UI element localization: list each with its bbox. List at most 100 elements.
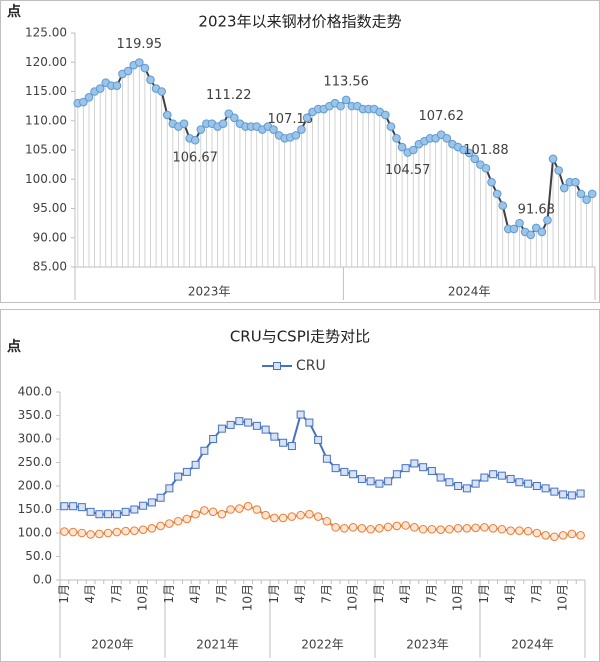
marker: [340, 467, 349, 476]
x-tick-label: 4月: [503, 584, 517, 604]
marker: [112, 510, 121, 519]
marker: [576, 189, 586, 199]
marker: [305, 509, 314, 519]
marker: [269, 125, 278, 134]
marker: [506, 526, 515, 535]
y-tick-label: 115.00: [25, 84, 67, 98]
chart-title: CRU与CSPI走势对比: [230, 328, 370, 346]
marker: [235, 504, 244, 513]
y-tick-label: 120.00: [25, 55, 67, 69]
marker: [112, 527, 122, 537]
marker: [436, 473, 445, 482]
marker: [173, 516, 183, 526]
marker: [554, 166, 563, 175]
marker: [559, 490, 568, 499]
marker: [532, 482, 541, 490]
marker: [523, 526, 533, 536]
marker: [218, 119, 228, 128]
x-tick-label: 4月: [83, 584, 97, 604]
marker: [165, 484, 174, 493]
marker: [279, 438, 288, 447]
marker: [322, 454, 331, 463]
marker: [287, 442, 296, 451]
marker: [381, 110, 390, 120]
marker: [515, 218, 524, 228]
marker: [140, 63, 150, 73]
marker: [77, 528, 87, 538]
marker: [497, 524, 507, 534]
marker: [401, 521, 410, 530]
marker: [509, 224, 519, 234]
y-tick-label: 0.0: [33, 573, 52, 587]
marker: [559, 183, 569, 193]
marker: [314, 435, 323, 444]
marker: [462, 484, 471, 493]
marker: [196, 125, 206, 134]
marker: [278, 513, 288, 523]
marker: [384, 477, 393, 486]
marker: [147, 498, 156, 507]
marker: [104, 510, 113, 519]
marker: [162, 110, 172, 120]
marker: [419, 463, 428, 472]
marker: [543, 215, 552, 225]
marker: [471, 523, 480, 533]
marker: [386, 122, 396, 131]
x-tick-label: 7月: [214, 584, 228, 604]
marker: [454, 482, 463, 490]
marker: [305, 418, 314, 427]
marker: [410, 523, 419, 532]
y-axis-label: 点: [7, 338, 21, 355]
marker: [471, 479, 480, 488]
marker: [139, 501, 148, 510]
x-tick-label: 1月: [267, 584, 281, 604]
legend-marker: [273, 362, 281, 370]
x-tick-label: 7月: [529, 584, 543, 604]
marker: [524, 479, 533, 488]
y-tick-label: 150.0: [18, 502, 52, 516]
marker: [349, 470, 358, 479]
marker: [418, 524, 428, 534]
marker: [548, 154, 558, 164]
marker: [112, 81, 122, 90]
marker: [123, 66, 133, 76]
marker: [331, 464, 340, 473]
x-tick-label: 4月: [188, 584, 202, 604]
marker: [462, 524, 472, 533]
marker: [470, 154, 480, 164]
marker: [86, 530, 95, 539]
y-tick-label: 400.0: [18, 385, 52, 399]
marker: [200, 446, 209, 455]
marker: [270, 513, 279, 523]
marker: [291, 131, 301, 140]
y-tick-label: 90.00: [33, 230, 67, 244]
marker: [526, 230, 535, 240]
marker: [492, 189, 502, 199]
marker: [121, 526, 130, 536]
x-tick-label: 4月: [293, 584, 307, 604]
marker: [226, 420, 235, 429]
marker: [464, 148, 474, 158]
marker: [297, 125, 306, 134]
marker: [208, 507, 218, 517]
marker: [348, 523, 358, 532]
marker: [336, 101, 345, 111]
marker: [541, 531, 550, 540]
y-tick-label: 110.00: [25, 113, 67, 127]
marker: [60, 502, 69, 511]
data-label: 113.56: [323, 74, 369, 89]
marker: [532, 528, 542, 538]
marker: [252, 421, 261, 430]
group-label: 2022年: [301, 638, 344, 652]
marker: [331, 523, 340, 532]
marker: [182, 467, 191, 476]
data-label: 119.95: [117, 37, 163, 52]
x-tick-label: 7月: [109, 584, 123, 604]
marker: [95, 510, 104, 519]
marker: [165, 519, 174, 528]
marker: [252, 505, 262, 514]
marker: [487, 177, 496, 187]
marker: [191, 509, 200, 519]
marker: [550, 487, 559, 496]
